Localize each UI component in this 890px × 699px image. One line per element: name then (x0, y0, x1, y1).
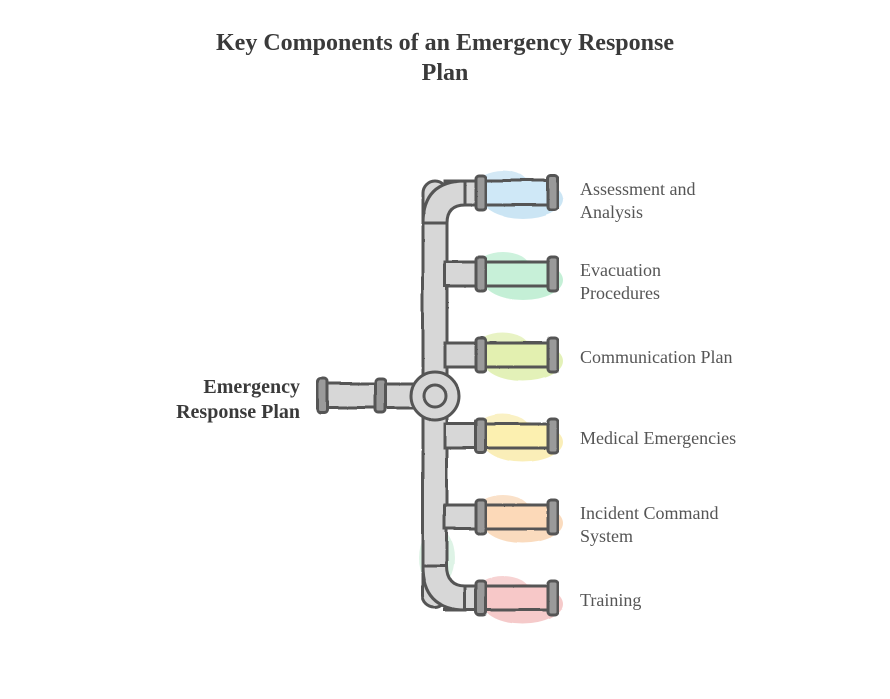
branch-label: Communication Plan (580, 346, 733, 369)
branch-label: Evacuation Procedures (580, 259, 661, 304)
branch-label: Medical Emergencies (580, 427, 736, 450)
pipe-diagram (0, 0, 890, 699)
branch-label-line: Evacuation (580, 260, 661, 280)
source-label-line2: Response Plan (176, 401, 300, 423)
source-label: Emergency Response Plan (176, 375, 300, 425)
branch-label-line: Communication Plan (580, 347, 733, 367)
branch-label-line: Procedures (580, 283, 660, 303)
branch-label-line: System (580, 526, 633, 546)
branch-label: Incident Command System (580, 502, 718, 547)
branch-label-line: Assessment and (580, 179, 696, 199)
source-label-line1: Emergency (203, 376, 300, 398)
branch-label: Assessment and Analysis (580, 178, 696, 223)
branch-label-line: Training (580, 590, 641, 610)
branch-label-line: Analysis (580, 202, 643, 222)
branch-label-line: Incident Command (580, 503, 718, 523)
branch-label: Training (580, 589, 641, 612)
branch-label-line: Medical Emergencies (580, 428, 736, 448)
